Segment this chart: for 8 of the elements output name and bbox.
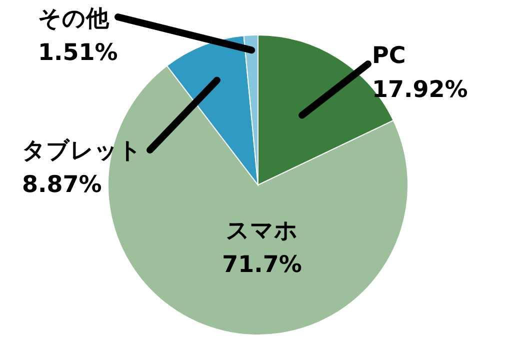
- data-label: 1.51%: [38, 40, 118, 66]
- data-label: 8.87%: [22, 172, 102, 198]
- slice-label: スマホ: [226, 218, 298, 244]
- data-label: 71.7%: [222, 252, 302, 278]
- data-label: 17.92%: [372, 77, 468, 103]
- slice-label: その他: [38, 6, 110, 32]
- slice-label: PC: [372, 43, 406, 69]
- slice-label: タブレット: [22, 138, 142, 164]
